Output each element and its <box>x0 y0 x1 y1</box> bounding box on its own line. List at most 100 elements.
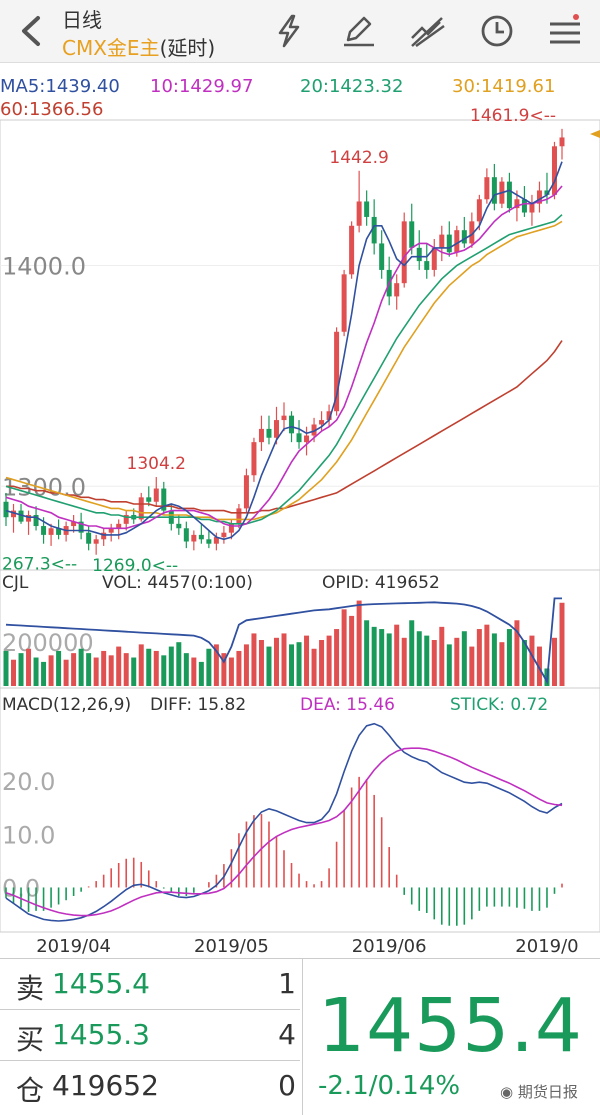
open-interest-qty: 0 <box>278 1069 296 1102</box>
candle-body <box>108 528 114 533</box>
candle-body <box>41 526 47 535</box>
panel-frame-2 <box>0 687 600 933</box>
candle-body <box>326 411 332 421</box>
open-interest-row[interactable]: 仓 419652 0 <box>0 1061 300 1111</box>
menu-list-icon[interactable] <box>546 12 584 50</box>
sell-row[interactable]: 卖 1455.4 1 <box>0 959 300 1010</box>
candle-body <box>48 528 54 535</box>
trend-line-icon[interactable] <box>408 12 446 50</box>
candle-body <box>551 146 557 195</box>
price-annotation: 1304.2 <box>127 454 186 474</box>
volume-bar <box>101 650 107 686</box>
opid-label: OPID: 419652 <box>322 573 440 593</box>
volume-bar <box>454 637 460 686</box>
candle-body <box>469 221 475 244</box>
volume-bar <box>18 653 24 686</box>
volume-bar <box>559 602 565 686</box>
volume-bar <box>349 615 355 686</box>
ma60-legend: 60:1366.56 <box>0 99 104 120</box>
price-annotation: 1442.9 <box>329 148 388 168</box>
candle-body <box>228 523 234 533</box>
symbol-name: CMX金E主 <box>62 36 160 60</box>
x-tick-label: 2019/05 <box>194 936 269 957</box>
volume-bar <box>491 633 497 686</box>
buy-qty: 4 <box>278 1018 296 1051</box>
candle-body <box>71 521 77 527</box>
candle-body <box>93 539 99 544</box>
open-interest-value: 419652 <box>52 1069 159 1102</box>
lightning-icon[interactable] <box>270 12 308 50</box>
volume-bar <box>56 650 62 686</box>
symbol-label[interactable]: CMX金E主(延时) <box>62 32 215 61</box>
last-price-marker <box>590 130 600 138</box>
stick-label: STICK: 0.72 <box>450 695 548 715</box>
divider <box>302 959 303 1115</box>
volume-bar <box>63 659 69 686</box>
volume-bar <box>356 600 362 686</box>
candle-body <box>491 177 497 204</box>
candle-body <box>138 497 144 520</box>
price-annotation: 267.3<-- <box>2 555 77 575</box>
candle-body <box>26 515 32 522</box>
volume-bar <box>446 644 452 686</box>
candle-body <box>198 534 204 540</box>
last-price: 1455.4 <box>318 983 583 1069</box>
open-interest-label: 仓 <box>16 1074 45 1107</box>
top-bar: 日线 CMX金E主(延时) <box>0 0 600 63</box>
candle-body <box>213 537 219 544</box>
opid-line <box>5 597 562 685</box>
volume-bar <box>506 629 512 686</box>
candle-body <box>424 261 430 270</box>
back-arrow-icon[interactable] <box>14 12 50 50</box>
volume-bar <box>499 642 505 686</box>
ma10-legend: 10:1429.97 <box>150 76 254 97</box>
volume-bar <box>514 620 520 686</box>
volume-title: CJL <box>2 573 29 593</box>
candle-body <box>506 181 512 209</box>
ma20-line <box>5 214 563 525</box>
volume-bar <box>334 629 340 686</box>
price-annotation: 1461.9<-- <box>470 106 556 126</box>
ma30-legend: 30:1419.61 <box>452 76 556 97</box>
x-tick-label: 2019/04 <box>36 936 111 957</box>
candle-body <box>394 283 400 297</box>
volume-bar <box>364 620 370 686</box>
candle-body <box>123 515 129 524</box>
candle-body <box>33 515 39 527</box>
dea-line <box>5 747 563 917</box>
candle-body <box>153 488 159 502</box>
wechat-icon: ◉ <box>500 1083 514 1101</box>
volume-bar <box>326 635 332 686</box>
candle-body <box>529 203 535 213</box>
draw-pen-icon[interactable] <box>340 12 378 50</box>
volume-bar <box>521 640 527 686</box>
ma5-legend: MA5:1439.40 <box>0 76 120 97</box>
volume-bar <box>176 642 182 686</box>
watermark: ◉ 期货日报 <box>500 1081 578 1102</box>
volume-bar <box>138 644 144 686</box>
volume-bar <box>341 609 347 686</box>
candle-body <box>536 190 542 204</box>
candle-body <box>514 199 520 209</box>
candle-body <box>101 532 107 540</box>
volume-bar <box>371 626 377 686</box>
volume-bar <box>311 648 317 686</box>
candle-body <box>236 508 242 524</box>
clock-icon[interactable] <box>478 12 516 50</box>
volume-bar <box>168 646 174 686</box>
volume-bar <box>258 640 264 686</box>
candle-body <box>521 199 527 213</box>
volume-bar <box>228 657 234 686</box>
volume-bar <box>3 650 9 686</box>
candle-body <box>146 497 152 502</box>
volume-bar <box>26 648 32 686</box>
buy-row[interactable]: 买 1455.3 4 <box>0 1010 300 1061</box>
chart-area[interactable]: 1400.01300.01442.91304.21461.9<--1269.0<… <box>0 0 600 958</box>
macd-tick-label: 20.0 <box>2 768 55 796</box>
volume-bar <box>11 659 17 686</box>
buy-label: 买 <box>16 1023 45 1056</box>
candle-body <box>461 230 467 244</box>
candle-body <box>334 331 340 412</box>
candle-body <box>11 510 17 518</box>
volume-bar <box>251 633 257 686</box>
